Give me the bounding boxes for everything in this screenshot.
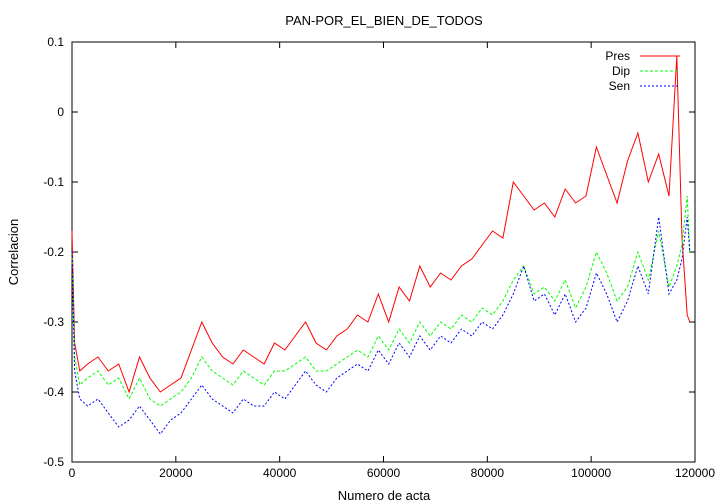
y-tick-label: -0.2 bbox=[43, 245, 64, 259]
y-tick-label: -0.1 bbox=[43, 175, 64, 189]
x-tick-label: 20000 bbox=[159, 466, 193, 480]
plot-area: 0 20000 40000 60000 80000 100000 120000 -0.5-0… bbox=[43, 35, 715, 480]
series-line-dip bbox=[71, 195, 691, 407]
x-tick-label: 0 bbox=[69, 466, 76, 480]
y-tick-label: -0.4 bbox=[43, 385, 64, 399]
x-tick-label: 40000 bbox=[263, 466, 297, 480]
legend-label-dip: Dip bbox=[612, 64, 630, 78]
x-tick-label: 100000 bbox=[571, 466, 611, 480]
x-axis: 0 20000 40000 60000 80000 100000 120000 bbox=[69, 42, 715, 480]
series-lines bbox=[71, 55, 691, 435]
series-line-pres bbox=[71, 55, 691, 394]
x-tick-label: 80000 bbox=[471, 466, 505, 480]
series-line-sen bbox=[71, 216, 691, 435]
y-tick-label: 0 bbox=[57, 105, 64, 119]
y-tick-label: -0.3 bbox=[43, 315, 64, 329]
legend-label-sen: Sen bbox=[609, 79, 630, 93]
y-tick-label: -0.5 bbox=[43, 455, 64, 469]
x-tick-label: 120000 bbox=[675, 466, 715, 480]
y-axis: -0.5 -0.4 -0.3 -0.2 -0.1 0 0.1 bbox=[43, 35, 695, 469]
chart-title: PAN-POR_EL_BIEN_DE_TODOS bbox=[285, 13, 483, 28]
plot-frame bbox=[71, 41, 696, 463]
x-tick-label: 60000 bbox=[367, 466, 401, 480]
x-axis-label: Numero de acta bbox=[338, 488, 431, 503]
y-tick-label: 0.1 bbox=[47, 35, 64, 49]
y-axis-label: Correlacion bbox=[6, 219, 21, 285]
legend-label-pres: Pres bbox=[605, 49, 630, 63]
